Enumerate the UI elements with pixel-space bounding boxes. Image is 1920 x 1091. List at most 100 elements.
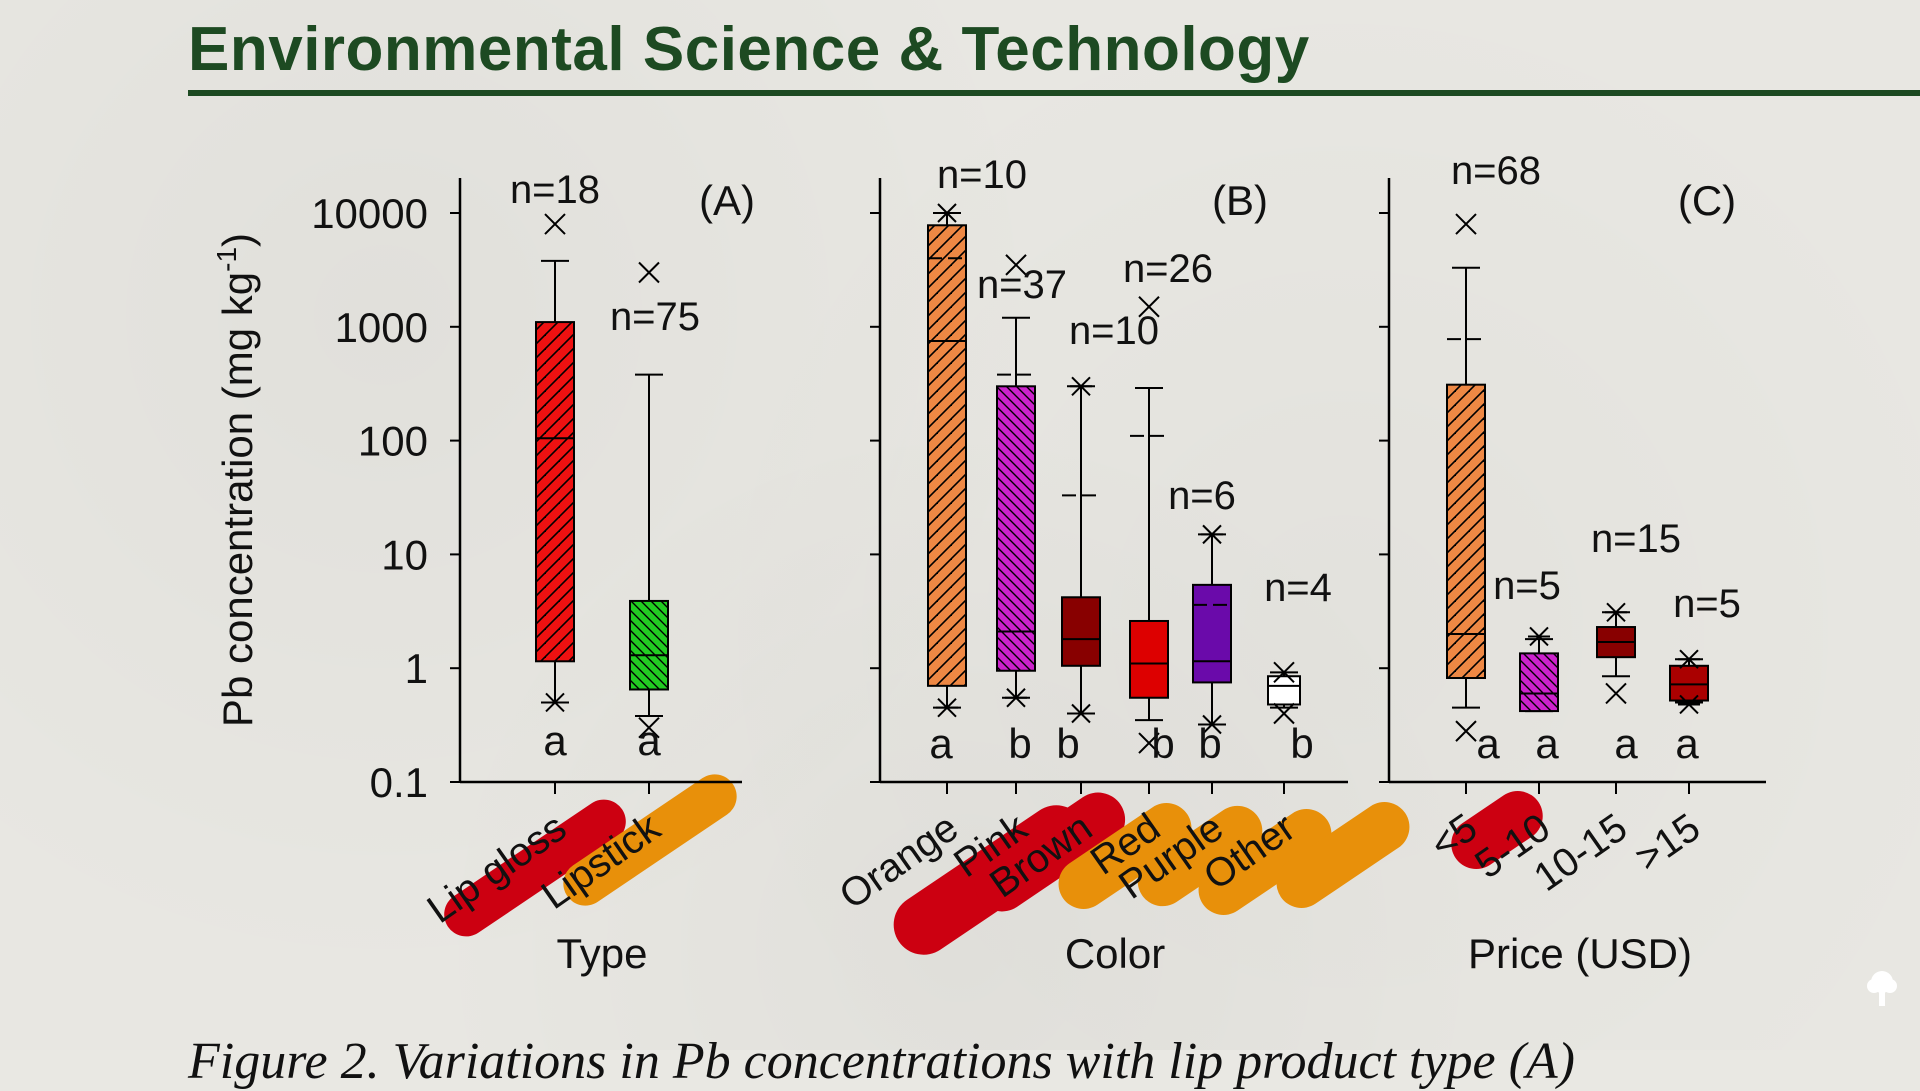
- box-iqr: [1192, 583, 1232, 684]
- n-label: n=68: [1451, 149, 1541, 193]
- figure-caption: Figure 2. Variations in Pb concentration…: [188, 1033, 1575, 1090]
- box-lipstick: [629, 261, 669, 739]
- box-hatch: [1520, 653, 1558, 712]
- outlier-star-marker: [1201, 524, 1223, 545]
- y-tick-label: 100: [358, 418, 428, 465]
- n-label: n=4: [1264, 566, 1332, 610]
- panel-a: [450, 178, 742, 794]
- n-label: n=75: [610, 295, 700, 339]
- outlier-star-marker: [936, 697, 958, 718]
- box-5: [1446, 213, 1486, 742]
- outlier-marker: [1455, 213, 1477, 235]
- significance-letter: a: [1614, 720, 1638, 767]
- outlier-star-marker: [1070, 703, 1092, 724]
- outlier-marker: [1138, 296, 1160, 318]
- box-iqr: [1669, 664, 1709, 702]
- n-label: n=5: [1493, 564, 1561, 608]
- panel-label: (A): [699, 177, 755, 224]
- boxes-layer: [535, 203, 1709, 754]
- significance-letter: b: [1290, 720, 1313, 767]
- y-tick-label: 10000: [311, 190, 428, 237]
- y-tick-label: 1000: [335, 304, 428, 351]
- category-label: >15: [1627, 805, 1708, 880]
- tree-icon: [1867, 971, 1897, 1006]
- n-label: n=37: [977, 263, 1067, 307]
- box-hatch: [630, 600, 668, 690]
- n-label: n=18: [510, 168, 600, 212]
- outlier-marker: [638, 716, 660, 739]
- outlier-marker: [1005, 254, 1027, 276]
- outlier-star-marker: [1528, 626, 1550, 647]
- significance-letter: a: [1476, 720, 1500, 767]
- panel-b: [870, 178, 1348, 794]
- box-iqr: [1267, 675, 1301, 706]
- n-label: n=15: [1591, 517, 1681, 561]
- box-brown: [1061, 376, 1101, 724]
- outlier-marker: [1273, 702, 1295, 725]
- panel-label: (C): [1678, 177, 1736, 224]
- panel-label: (B): [1212, 177, 1268, 224]
- highlight-orange: [1137, 805, 1263, 907]
- box-510: [1519, 626, 1559, 713]
- n-label: n=6: [1168, 474, 1236, 518]
- box-hatch: [536, 322, 574, 662]
- significance-letter: a: [637, 717, 661, 764]
- significance-letter: b: [1198, 720, 1221, 767]
- significance-letter: a: [543, 717, 567, 764]
- box-iqr: [1129, 619, 1169, 699]
- outlier-star-marker: [544, 692, 566, 713]
- outlier-star-marker: [936, 203, 958, 223]
- y-axis-title: Pb concentration (mg kg-1): [211, 233, 261, 727]
- highlight-orange: [1198, 809, 1332, 915]
- axes-layer: [450, 178, 1766, 794]
- n-label: n=26: [1123, 247, 1213, 291]
- box-hatch: [1447, 384, 1485, 679]
- outlier-star-marker: [1605, 602, 1627, 622]
- n-label: n=10: [937, 153, 1027, 197]
- outlier-marker: [1138, 732, 1160, 754]
- significance-letter: b: [1151, 720, 1174, 767]
- box-15: [1669, 649, 1709, 715]
- panel-c: [1379, 178, 1766, 794]
- title-rule: [188, 90, 1920, 96]
- outlier-star-marker: [1678, 694, 1700, 715]
- n-label: n=10: [1069, 309, 1159, 353]
- outlier-star-marker: [1678, 649, 1700, 669]
- box-iqr: [1061, 596, 1101, 667]
- significance-letter: b: [1008, 720, 1031, 767]
- box-hatch: [928, 225, 966, 686]
- label-highlights: [444, 774, 1543, 955]
- x-axis-title: Color: [1065, 930, 1165, 977]
- outlier-marker: [1605, 682, 1627, 705]
- box-hatch: [997, 386, 1035, 671]
- highlight-red: [974, 792, 1126, 912]
- highlight-orange: [563, 774, 737, 906]
- highlight-red: [444, 799, 626, 937]
- y-tick-label: 10: [381, 531, 428, 578]
- box-1015: [1596, 602, 1636, 705]
- significance-letter: a: [1675, 720, 1699, 767]
- x-axis-title: Type: [556, 930, 647, 977]
- outlier-marker: [544, 213, 566, 235]
- box-red: [1129, 296, 1169, 754]
- outlier-star-marker: [1070, 376, 1092, 397]
- highlight-orange: [1276, 802, 1410, 908]
- box-orange: [927, 203, 967, 718]
- significance-letter: a: [1535, 720, 1559, 767]
- outlier-marker: [1273, 661, 1295, 684]
- significance-letter: a: [929, 720, 953, 767]
- outlier-star-marker: [1201, 714, 1223, 735]
- y-tick-label: 0.1: [370, 759, 428, 806]
- x-axis-title: Price (USD): [1468, 930, 1692, 977]
- outlier-star-marker: [1005, 688, 1027, 708]
- box-purple: [1192, 524, 1232, 735]
- journal-title: Environmental Science & Technology: [188, 15, 1310, 84]
- outlier-marker: [1455, 720, 1477, 742]
- highlight-red: [1451, 791, 1543, 869]
- outlier-marker: [638, 261, 660, 284]
- box-other: [1267, 661, 1301, 725]
- highlight-orange: [1058, 803, 1192, 909]
- box-pink: [996, 254, 1036, 708]
